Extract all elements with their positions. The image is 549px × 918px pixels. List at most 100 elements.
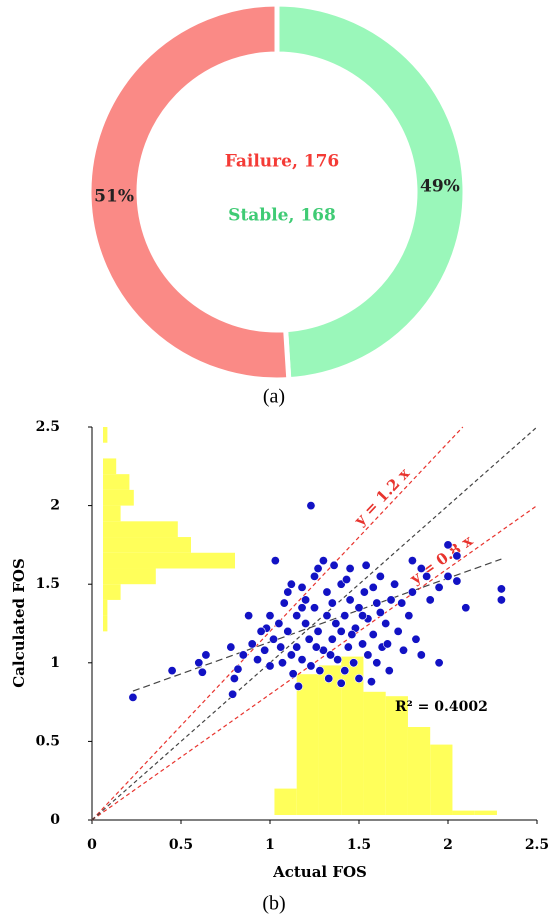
data-point: [292, 611, 302, 621]
y-tick-label: 1: [50, 655, 60, 671]
data-point: [229, 674, 239, 684]
data-point: [496, 595, 506, 605]
data-point: [238, 650, 248, 660]
histogram-bar: [103, 458, 117, 475]
histogram-bar: [318, 665, 342, 815]
data-point: [336, 626, 346, 636]
histogram-bar: [103, 552, 235, 569]
data-point: [288, 669, 298, 679]
data-point: [324, 674, 334, 684]
histogram-bar: [407, 727, 431, 815]
data-point: [233, 664, 243, 674]
data-point: [313, 563, 323, 573]
data-point: [443, 540, 453, 550]
data-point: [375, 607, 385, 617]
data-point: [167, 666, 177, 676]
data-point: [283, 587, 293, 597]
x-tick-label: 2: [443, 837, 453, 853]
data-point: [347, 630, 357, 640]
data-point: [306, 501, 316, 511]
data-point: [354, 603, 364, 613]
data-point: [329, 560, 339, 570]
center-label: Stable, 168: [228, 206, 336, 226]
histogram-bar: [363, 691, 386, 815]
data-point: [407, 556, 417, 566]
histogram-bar: [474, 810, 497, 815]
histogram-bar: [103, 427, 108, 443]
data-point: [297, 655, 307, 665]
data-point: [301, 618, 311, 628]
data-point: [434, 658, 444, 668]
data-point: [301, 595, 311, 605]
data-point: [452, 576, 462, 586]
data-point: [434, 582, 444, 592]
data-point: [358, 611, 368, 621]
data-point: [309, 603, 319, 613]
data-point: [283, 626, 293, 636]
histogram-bar: [103, 521, 178, 538]
data-point: [345, 563, 355, 573]
data-point: [309, 571, 319, 581]
data-point: [361, 560, 371, 570]
data-point: [375, 571, 385, 581]
data-point: [244, 611, 254, 621]
histogram-bar: [103, 537, 191, 553]
data-point: [372, 598, 382, 608]
data-point: [336, 678, 346, 688]
y-tick-label: 1.5: [36, 576, 60, 592]
data-point: [297, 603, 307, 613]
data-point: [292, 642, 302, 652]
data-point: [398, 645, 408, 655]
histogram-bar: [103, 474, 130, 490]
histogram-bar: [103, 489, 134, 506]
data-point: [265, 611, 275, 621]
data-point: [333, 655, 343, 665]
data-point: [386, 595, 396, 605]
data-point: [422, 571, 432, 581]
donut-slice: [86, 1, 292, 383]
reference-line-label: y = 1.2 x: [350, 464, 414, 530]
data-point: [368, 582, 378, 592]
histogram-bar: [296, 674, 319, 815]
x-tick-label: 1.5: [347, 837, 371, 853]
data-point: [274, 618, 284, 628]
data-point: [363, 650, 373, 660]
histogram-bar: [103, 615, 108, 632]
y-tick-label: 2: [50, 498, 60, 514]
histogram-bar: [103, 584, 121, 600]
data-point: [326, 650, 336, 660]
data-point: [366, 677, 376, 687]
panel-label: (a): [263, 386, 285, 408]
data-point: [327, 634, 337, 644]
data-point: [194, 658, 204, 668]
data-point: [327, 598, 337, 608]
data-point: [382, 639, 392, 649]
data-point: [306, 661, 316, 671]
data-point: [270, 556, 280, 566]
data-point: [358, 639, 368, 649]
data-point: [397, 598, 407, 608]
data-point: [452, 551, 462, 561]
x-tick-label: 2.5: [525, 837, 549, 853]
slice-label: 51%: [94, 187, 134, 207]
reference-line: [91, 426, 538, 821]
data-point: [226, 642, 236, 652]
data-point: [384, 666, 394, 676]
data-point: [197, 667, 207, 677]
histogram-bar: [103, 599, 108, 616]
data-point: [340, 611, 350, 621]
data-point: [416, 563, 426, 573]
data-point: [404, 611, 414, 621]
histogram-bar: [274, 788, 297, 815]
data-point: [247, 639, 257, 649]
histogram-bar: [103, 505, 121, 522]
data-point: [313, 626, 323, 636]
data-point: [381, 618, 391, 628]
data-point: [393, 626, 403, 636]
data-point: [228, 689, 238, 699]
data-point: [260, 645, 270, 655]
data-point: [276, 642, 286, 652]
donut-slice: [274, 1, 468, 383]
data-point: [390, 579, 400, 589]
